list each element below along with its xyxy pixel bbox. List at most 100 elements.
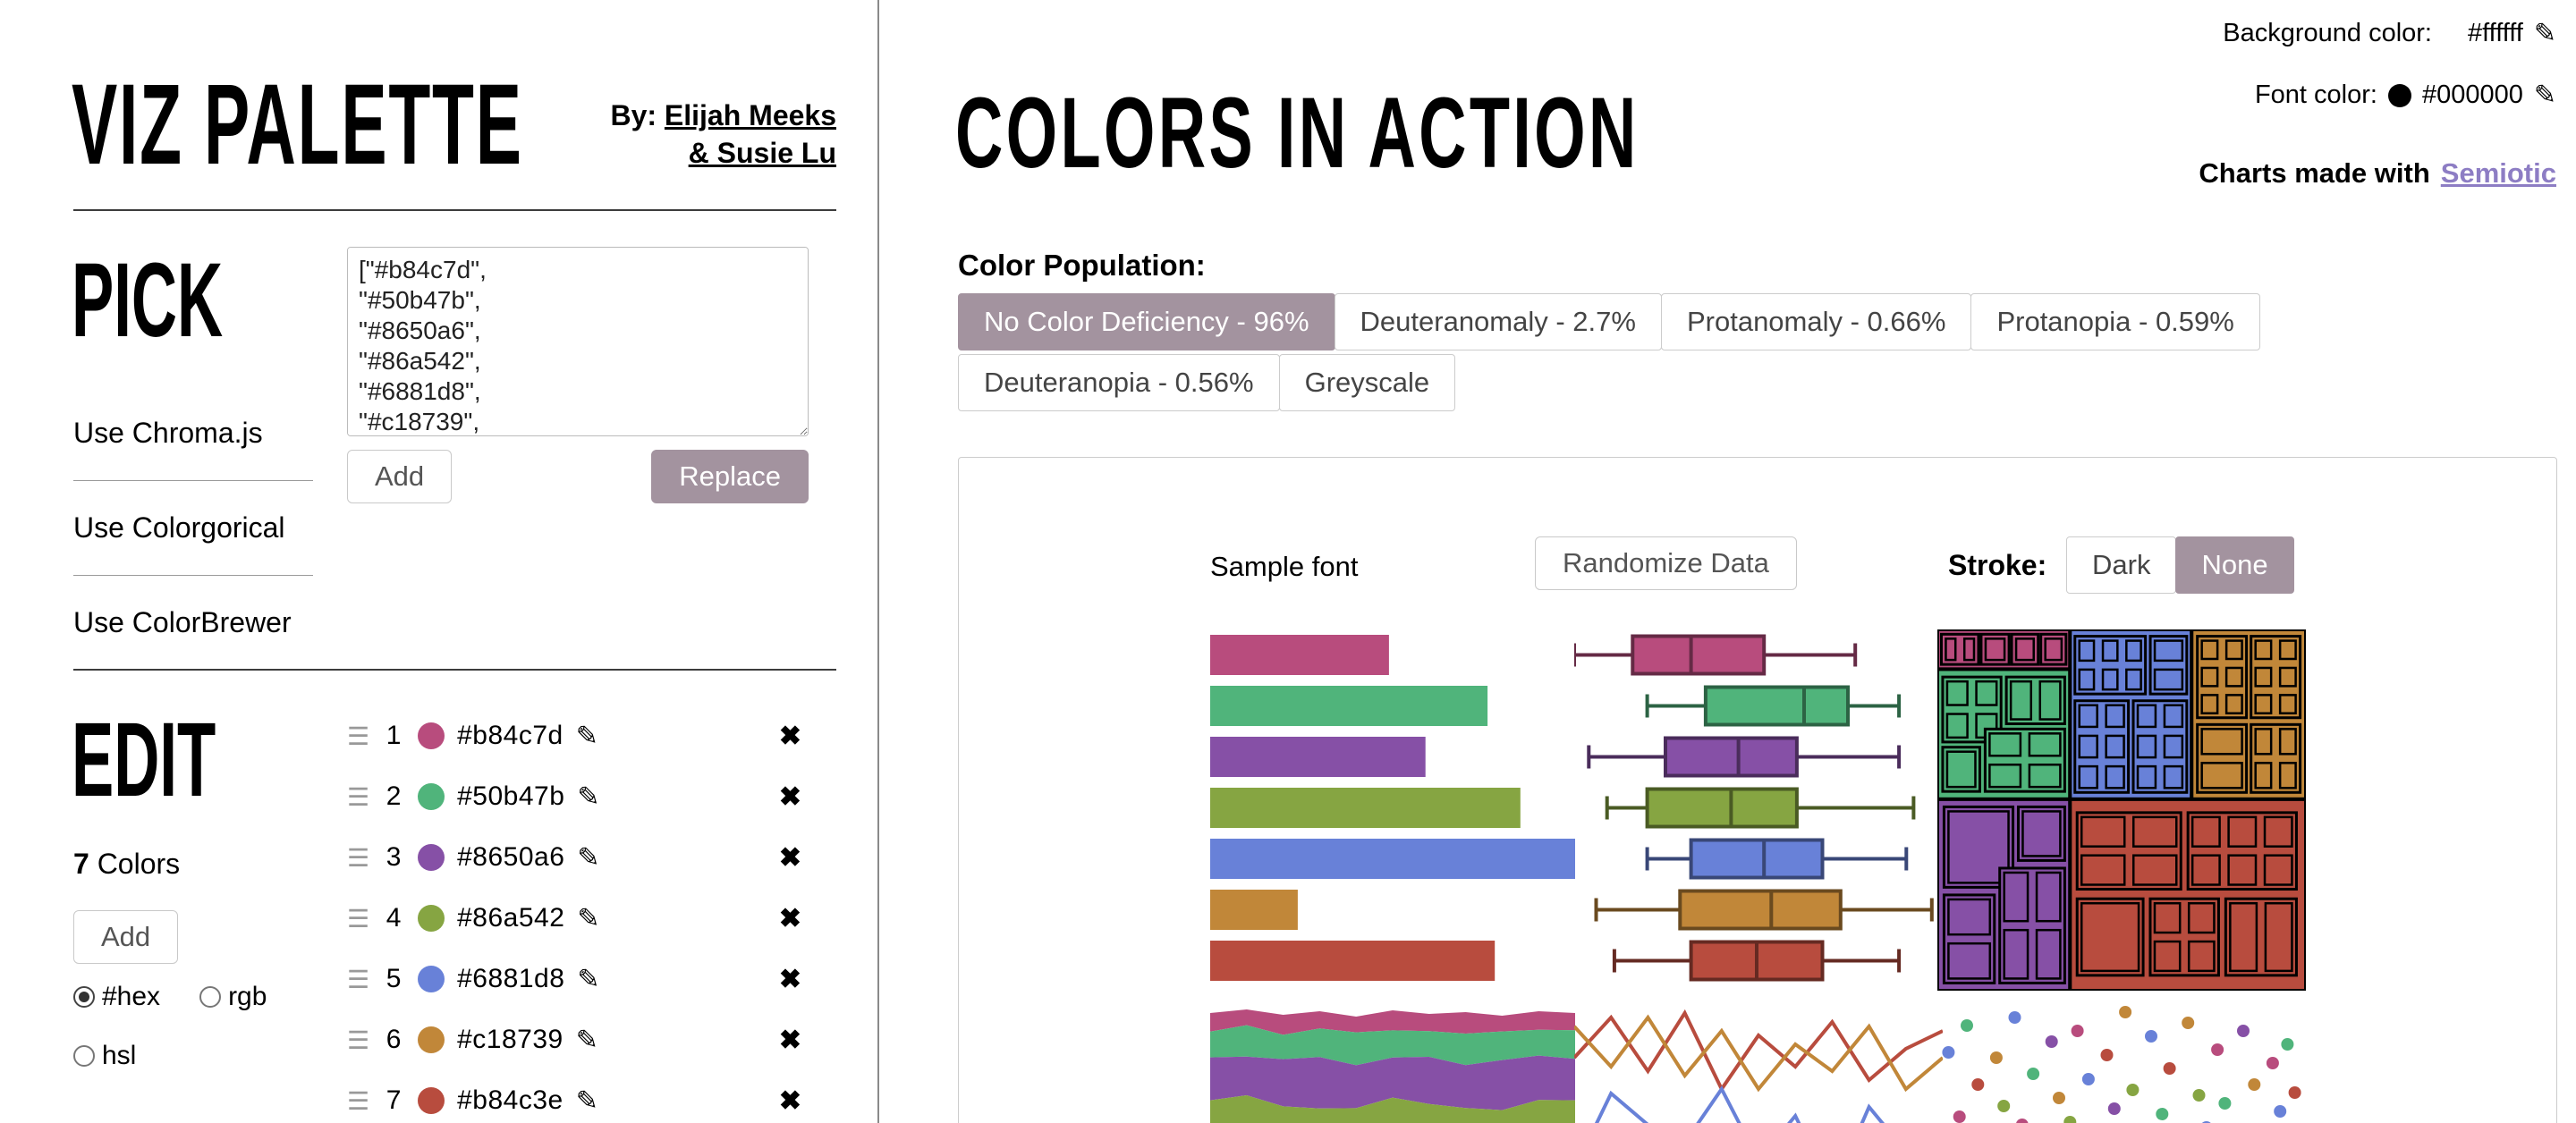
use-colorgorical-link[interactable]: Use Colorgorical [73, 481, 313, 576]
line-chart [1574, 1009, 1943, 1123]
delete-color-icon[interactable]: ✖ [778, 964, 801, 994]
semiotic-row: Charts made with Semiotic [2199, 157, 2556, 190]
delete-color-icon[interactable]: ✖ [778, 903, 801, 933]
population-option[interactable]: Greyscale [1278, 354, 1456, 412]
edit-color-icon[interactable]: ✎ [575, 721, 598, 751]
color-mode-option-rgb[interactable]: rgb [199, 982, 267, 1012]
color-index: 1 [386, 721, 402, 750]
delete-color-icon[interactable]: ✖ [778, 781, 801, 812]
stroke-option-dark[interactable]: Dark [2066, 536, 2177, 595]
stroke-options: Dark None [2066, 536, 2294, 595]
delete-color-icon[interactable]: ✖ [778, 1085, 801, 1116]
edit-color-icon[interactable]: ✎ [575, 1025, 598, 1055]
color-list-item: ☰ 2 #50b47b ✎ ✖ [347, 766, 801, 827]
drag-handle-icon[interactable]: ☰ [347, 904, 370, 933]
font-color-swatch [2387, 83, 2411, 107]
edit-color-icon[interactable]: ✎ [577, 842, 600, 873]
edit-color-icon[interactable]: ✎ [577, 903, 600, 933]
color-swatch [418, 844, 445, 871]
color-list: ☰ 1 #b84c7d ✎ ✖ ☰ 2 #50b47b ✎ ✖ ☰ 3 #8650a6 ✎ ✖ ☰ 4 #86a5… [347, 705, 801, 1123]
population-option[interactable]: Protanomaly - 0.66% [1660, 293, 1972, 351]
population-option[interactable]: Deuteranopia - 0.56% [958, 354, 1280, 412]
edit-color-icon[interactable]: ✎ [577, 964, 600, 994]
color-population-label: Color Population: [958, 249, 1206, 282]
randomize-data-button[interactable]: Randomize Data [1535, 536, 1797, 591]
font-color-row: Font color: #000000 ✎ [2199, 80, 2556, 111]
delete-color-icon[interactable]: ✖ [778, 842, 801, 873]
color-mode-radios: #hex rgb hsl [73, 982, 267, 1100]
color-mode-option-hsl[interactable]: hsl [73, 1041, 136, 1071]
topbar: Background color: #ffffff ✎ Font color: … [2199, 18, 2556, 220]
edit-heading: EDIT [72, 701, 216, 819]
background-color-value: #ffffff [2468, 19, 2523, 47]
color-swatch [418, 905, 445, 932]
background-color-row: Background color: #ffffff ✎ [2199, 18, 2556, 49]
color-index: 3 [386, 842, 402, 872]
color-index: 4 [386, 903, 402, 933]
edit-background-color-icon[interactable]: ✎ [2533, 19, 2556, 48]
palette-input-textarea[interactable]: ["#b84c7d", "#50b47b", "#8650a6", "#86a5… [347, 247, 809, 436]
delete-color-icon[interactable]: ✖ [778, 1025, 801, 1055]
drag-handle-icon[interactable]: ☰ [347, 782, 370, 811]
color-list-item: ☰ 6 #c18739 ✎ ✖ [347, 1009, 801, 1070]
drag-handle-icon[interactable]: ☰ [347, 1086, 370, 1115]
radio-icon[interactable] [199, 986, 222, 1008]
population-option[interactable]: Deuteranomaly - 2.7% [1334, 293, 1662, 351]
pick-links: Use Chroma.js Use Colorgorical Use Color… [73, 386, 313, 670]
color-mode-label: #hex [102, 982, 161, 1011]
edit-font-color-icon[interactable]: ✎ [2533, 80, 2556, 110]
population-option[interactable]: No Color Deficiency - 96% [958, 293, 1335, 351]
color-count-word: Colors [97, 848, 181, 880]
font-color-label: Font color: [2254, 80, 2377, 109]
colors-in-action-heading: COLORS IN ACTION [955, 77, 1640, 189]
stroke-label: Stroke: [1948, 549, 2047, 581]
color-swatch [418, 783, 445, 810]
color-hex-value: #b84c7d [457, 721, 564, 750]
color-swatch [418, 1026, 445, 1053]
color-swatch [418, 966, 445, 992]
add-color-button[interactable]: Add [73, 910, 179, 965]
drag-handle-icon[interactable]: ☰ [347, 843, 370, 872]
byline: By: Elijah Meeks & Susie Lu [501, 97, 836, 172]
drag-handle-icon[interactable]: ☰ [347, 1026, 370, 1054]
app-title: VIZ PALETTE [72, 61, 523, 189]
author-link-susie-lu[interactable]: & Susie Lu [688, 137, 836, 169]
scatter-plot [1942, 1006, 2301, 1123]
radio-icon[interactable] [73, 986, 95, 1008]
color-hex-value: #50b47b [457, 781, 565, 811]
replace-palette-button[interactable]: Replace [651, 450, 809, 504]
font-color-value: #000000 [2421, 80, 2523, 109]
color-hex-value: #6881d8 [457, 964, 565, 993]
background-color-label: Background color: [2223, 19, 2432, 47]
semiotic-link[interactable]: Semiotic [2440, 157, 2556, 189]
color-mode-label: hsl [102, 1041, 137, 1070]
use-chromajs-link[interactable]: Use Chroma.js [73, 386, 313, 481]
color-mode-option-hex[interactable]: #hex [73, 982, 160, 1012]
drag-handle-icon[interactable]: ☰ [347, 722, 370, 750]
color-mode-label: rgb [228, 982, 267, 1011]
charts-panel: Sample font Randomize Data Stroke: Dark N… [958, 457, 2557, 1123]
pick-buttons: Add Replace [347, 450, 809, 504]
radio-icon[interactable] [73, 1045, 95, 1067]
color-list-item: ☰ 3 #8650a6 ✎ ✖ [347, 827, 801, 888]
population-option[interactable]: Protanopia - 0.59% [1970, 293, 2260, 351]
color-hex-value: #b84c3e [457, 1085, 564, 1115]
byline-prefix: By: [610, 99, 657, 131]
edit-color-icon[interactable]: ✎ [575, 1085, 598, 1116]
drag-handle-icon[interactable]: ☰ [347, 965, 370, 993]
color-population-options: No Color Deficiency - 96% Deuteranomaly -… [958, 293, 2260, 415]
section-divider [73, 669, 836, 671]
color-index: 7 [386, 1085, 402, 1115]
color-hex-value: #8650a6 [457, 842, 565, 872]
stroke-option-none[interactable]: None [2175, 536, 2294, 595]
add-palette-button[interactable]: Add [347, 450, 453, 504]
author-link-elijah-meeks[interactable]: Elijah Meeks [664, 99, 836, 131]
box-plot-chart [1574, 634, 1934, 982]
use-colorbrewer-link[interactable]: Use ColorBrewer [73, 606, 292, 638]
delete-color-icon[interactable]: ✖ [778, 721, 801, 751]
color-count: 7 Colors [73, 848, 180, 881]
color-index: 6 [386, 1025, 402, 1054]
color-count-number: 7 [73, 848, 89, 880]
stream-graph [1210, 1009, 1575, 1123]
edit-color-icon[interactable]: ✎ [577, 781, 600, 812]
